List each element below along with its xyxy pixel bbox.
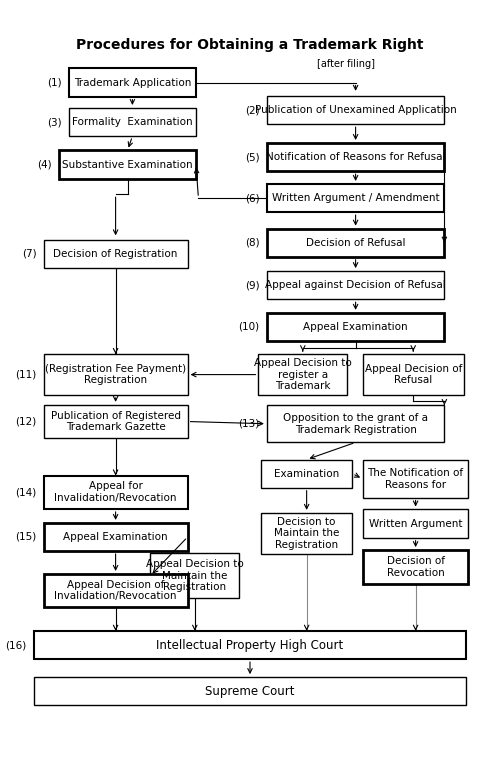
Text: Procedures for Obtaining a Trademark Right: Procedures for Obtaining a Trademark Rig… (76, 38, 424, 52)
Text: (15): (15) (15, 532, 36, 542)
FancyBboxPatch shape (34, 677, 466, 705)
FancyBboxPatch shape (44, 523, 188, 551)
Text: Formality  Examination: Formality Examination (72, 117, 192, 127)
FancyBboxPatch shape (363, 509, 469, 538)
FancyBboxPatch shape (44, 240, 188, 268)
Text: Appeal for
Invalidation/Revocation: Appeal for Invalidation/Revocation (54, 481, 177, 503)
Text: Appeal Examination: Appeal Examination (64, 532, 168, 542)
Text: (2): (2) (245, 105, 260, 115)
FancyBboxPatch shape (44, 574, 188, 608)
FancyBboxPatch shape (363, 354, 464, 395)
Text: (6): (6) (245, 193, 260, 203)
Text: Decision of
Revocation: Decision of Revocation (386, 556, 444, 577)
FancyBboxPatch shape (258, 354, 347, 395)
Text: (3): (3) (47, 117, 62, 127)
FancyBboxPatch shape (267, 313, 444, 341)
FancyBboxPatch shape (261, 459, 352, 488)
FancyBboxPatch shape (44, 476, 188, 509)
Text: Publication of Unexamined Application: Publication of Unexamined Application (254, 105, 456, 115)
Text: Opposition to the grant of a
Trademark Registration: Opposition to the grant of a Trademark R… (283, 413, 428, 435)
Text: [after filing]: [after filing] (317, 59, 375, 69)
FancyBboxPatch shape (261, 513, 352, 554)
FancyBboxPatch shape (69, 68, 196, 97)
Text: (5): (5) (245, 152, 260, 162)
FancyBboxPatch shape (267, 184, 444, 212)
FancyBboxPatch shape (44, 405, 188, 438)
FancyBboxPatch shape (363, 460, 469, 497)
Text: (1): (1) (47, 78, 62, 88)
FancyBboxPatch shape (59, 151, 196, 178)
Text: Trademark Application: Trademark Application (74, 78, 191, 88)
Text: Decision of Refusal: Decision of Refusal (306, 237, 406, 248)
Text: Written Argument: Written Argument (369, 518, 462, 528)
Text: Supreme Court: Supreme Court (206, 684, 295, 698)
Text: Examination: Examination (274, 469, 340, 479)
Text: Appeal Decision to
register a
Trademark: Appeal Decision to register a Trademark (254, 358, 352, 391)
FancyBboxPatch shape (34, 631, 466, 659)
Text: Appeal Decision of
Refusal: Appeal Decision of Refusal (364, 364, 462, 386)
Text: (12): (12) (15, 417, 36, 427)
FancyBboxPatch shape (363, 550, 469, 584)
FancyBboxPatch shape (267, 143, 444, 171)
Text: (10): (10) (238, 322, 260, 332)
Text: Publication of Registered
Trademark Gazette: Publication of Registered Trademark Gaze… (50, 411, 180, 432)
Text: (8): (8) (245, 237, 260, 248)
FancyBboxPatch shape (44, 354, 188, 395)
Text: (11): (11) (15, 369, 36, 379)
Text: The Notification of
Reasons for: The Notification of Reasons for (368, 468, 464, 490)
Text: (14): (14) (15, 487, 36, 497)
Text: Decision of Registration: Decision of Registration (54, 249, 178, 259)
FancyBboxPatch shape (150, 553, 239, 598)
Text: Notification of Reasons for Refusal: Notification of Reasons for Refusal (266, 152, 446, 162)
Text: (7): (7) (22, 249, 36, 259)
FancyBboxPatch shape (69, 108, 196, 137)
FancyBboxPatch shape (267, 405, 444, 442)
Text: Appeal Examination: Appeal Examination (304, 322, 408, 332)
Text: Written Argument / Amendment: Written Argument / Amendment (272, 193, 440, 203)
Text: Appeal Decision to
Maintain the
Registration: Appeal Decision to Maintain the Registra… (146, 559, 244, 592)
Text: (Registration Fee Payment)
Registration: (Registration Fee Payment) Registration (45, 364, 186, 386)
FancyBboxPatch shape (267, 96, 444, 124)
Text: (9): (9) (245, 280, 260, 290)
FancyBboxPatch shape (267, 229, 444, 257)
Text: Appeal Decision of
Invalidation/Revocation: Appeal Decision of Invalidation/Revocati… (54, 580, 177, 601)
Text: Intellectual Property High Court: Intellectual Property High Court (156, 639, 344, 652)
Text: (16): (16) (6, 640, 27, 650)
Text: Decision to
Maintain the
Registration: Decision to Maintain the Registration (274, 517, 340, 550)
Text: (4): (4) (38, 160, 52, 169)
Text: (13): (13) (238, 419, 260, 429)
FancyBboxPatch shape (267, 271, 444, 300)
Text: Appeal against Decision of Refusal: Appeal against Decision of Refusal (265, 280, 446, 290)
Text: Substantive Examination: Substantive Examination (62, 160, 193, 169)
